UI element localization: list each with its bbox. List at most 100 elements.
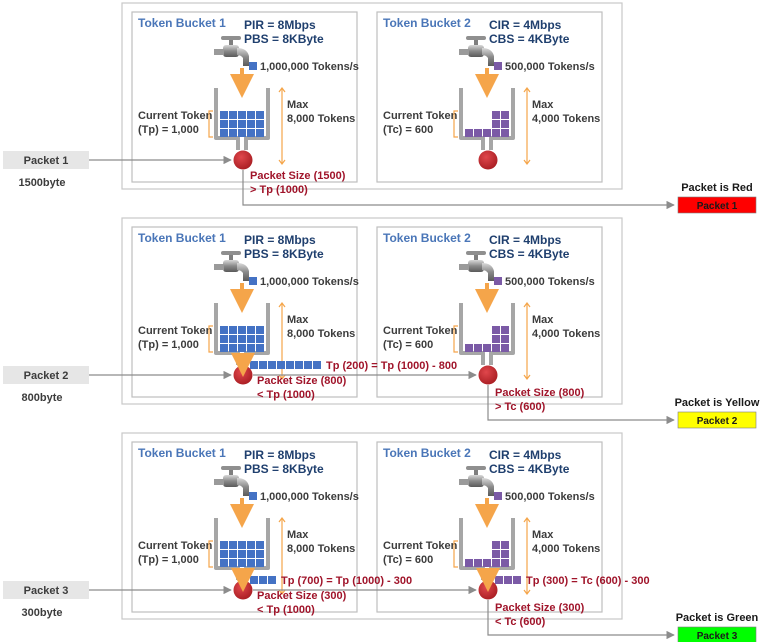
token-square [492, 344, 500, 352]
token-square [492, 335, 500, 343]
token-square [229, 550, 237, 558]
token-square [474, 129, 482, 137]
faucet-body [223, 475, 239, 487]
bucket-container [459, 88, 515, 150]
max-height-arrowheads [523, 302, 531, 380]
max-value: 4,000 Tokens [532, 328, 600, 340]
token-square [220, 559, 228, 567]
tb2-compare-detail: < Tc (600) [495, 616, 546, 628]
outcome-box [677, 196, 757, 214]
current-token-value: (Tp) = 1,000 [138, 554, 199, 566]
token-square [494, 277, 502, 285]
max-label: Max [287, 314, 309, 326]
packet-ball [478, 150, 498, 170]
faucet-handle [221, 251, 241, 255]
token-square [238, 111, 246, 119]
bucket-rate: CIR = 4Mbps [489, 18, 562, 32]
max-height-arrowheads [278, 517, 286, 595]
faucet-icon [459, 466, 494, 496]
current-token-label: Current Token [383, 110, 458, 122]
faucet-icon [214, 251, 249, 281]
token-square [229, 120, 237, 128]
packet-ball [233, 365, 253, 385]
max-value: 8,000 Tokens [287, 328, 355, 340]
bucket-burst: CBS = 4KByte [489, 462, 570, 476]
token-square [501, 541, 509, 549]
faucet-pipe [214, 264, 224, 270]
faucet-handle-stem [474, 253, 478, 261]
faucet-body [223, 45, 239, 57]
bucket-title: Token Bucket 1 [138, 446, 226, 460]
current-bracket [208, 540, 213, 568]
token-square [256, 550, 264, 558]
outcome-title: Packet is Green [676, 612, 759, 624]
packet-label: Packet 1 [24, 155, 69, 167]
current-bracket [208, 110, 213, 138]
token-square [492, 111, 500, 119]
token-square [483, 344, 491, 352]
current-bracket [453, 325, 458, 353]
packet-label: Packet 3 [24, 585, 69, 597]
outcome-label: Packet 2 [697, 416, 738, 427]
token-square [220, 129, 228, 137]
fill-rate-label: 1,000,000 Tokens/s [260, 276, 359, 288]
route-arrow [487, 600, 675, 640]
packet-ball [478, 580, 498, 600]
current-token-value: (Tc) = 600 [383, 124, 433, 136]
faucet-spout [237, 48, 249, 66]
token-square [492, 541, 500, 549]
token-square [501, 344, 509, 352]
token-square [256, 559, 264, 567]
token-square [220, 111, 228, 119]
token-square [256, 326, 264, 334]
token-square [247, 120, 255, 128]
consumed-token [295, 361, 303, 369]
token-square [247, 129, 255, 137]
consumed-token [268, 361, 276, 369]
max-label: Max [532, 99, 554, 111]
outcome-box [677, 411, 757, 429]
token-square [256, 335, 264, 343]
current-token-value: (Tp) = 1,000 [138, 339, 199, 351]
faucet-handle [466, 36, 486, 40]
token-square [494, 492, 502, 500]
token-square [492, 559, 500, 567]
consumed-token [313, 361, 321, 369]
token-square [256, 344, 264, 352]
token-square [247, 335, 255, 343]
token-square [238, 120, 246, 128]
consumed-token [286, 361, 294, 369]
token-square [220, 344, 228, 352]
token-square [238, 559, 246, 567]
token-square [256, 541, 264, 549]
token-square [229, 111, 237, 119]
token-square [247, 559, 255, 567]
token-square [492, 129, 500, 137]
token-square [229, 541, 237, 549]
current-bracket [453, 540, 458, 568]
token-square [229, 344, 237, 352]
packet-ball [478, 365, 498, 385]
faucet-handle-stem [229, 468, 233, 476]
bucket-container [459, 303, 515, 365]
max-value: 4,000 Tokens [532, 113, 600, 125]
current-token-label: Current Token [138, 325, 213, 337]
token-square [247, 111, 255, 119]
token-square [501, 120, 509, 128]
faucet-body [468, 260, 484, 272]
token-square [256, 111, 264, 119]
faucet-handle-stem [474, 38, 478, 46]
token-square [492, 120, 500, 128]
token-square [501, 111, 509, 119]
max-height-arrowheads [278, 302, 286, 380]
bucket-burst: CBS = 4KByte [489, 247, 570, 261]
faucet-spout [482, 263, 494, 281]
token-square [247, 344, 255, 352]
token-square [249, 492, 257, 500]
consumed-token [504, 576, 512, 584]
token-square [238, 335, 246, 343]
faucet-pipe [459, 264, 469, 270]
